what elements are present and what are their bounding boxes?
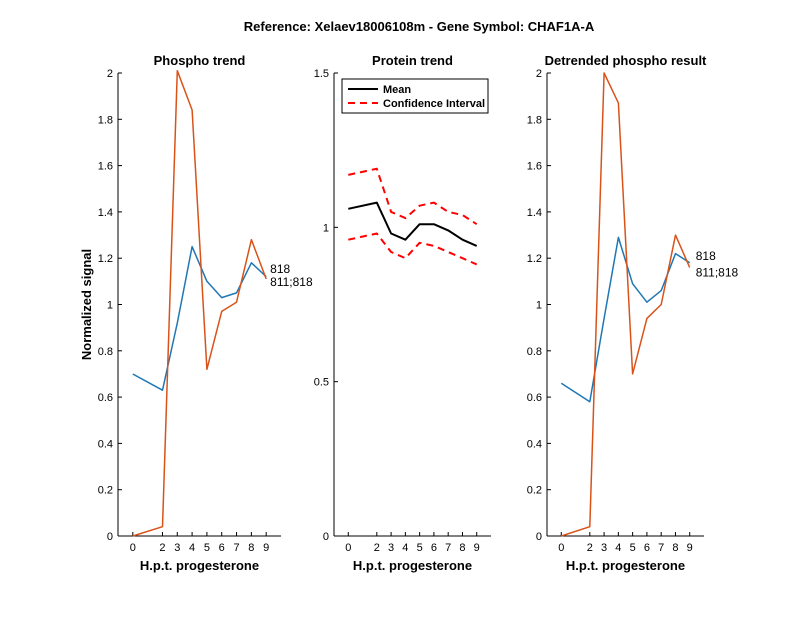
panel-title: Protein trend <box>372 53 453 68</box>
x-axis-label: H.p.t. progesterone <box>353 558 472 573</box>
figure-title: Reference: Xelaev18006108m - Gene Symbol… <box>244 19 595 34</box>
y-tick-label: 1.6 <box>98 161 113 173</box>
legend-entry-label: Mean <box>383 84 411 96</box>
x-tick-label: 6 <box>644 542 650 554</box>
x-tick-label: 3 <box>174 542 180 554</box>
y-tick-label: 1.8 <box>527 114 542 126</box>
y-tick-label: 0.6 <box>98 392 113 404</box>
series-line-1 <box>132 69 267 537</box>
y-tick-label: 0 <box>323 531 329 543</box>
legend-entry-label: Confidence Interval <box>383 98 485 110</box>
y-tick-label: 0.8 <box>98 346 113 358</box>
x-tick-label: 8 <box>459 542 465 554</box>
panel-phospho: 00.20.40.60.811.21.41.61.820 2 3 4 5 6 7 8 9Phos… <box>79 53 313 573</box>
x-tick-label: 0 <box>130 542 136 554</box>
x-tick-label: 2 <box>374 542 380 554</box>
x-tick-label: 7 <box>445 542 451 554</box>
x-tick-label: 5 <box>204 542 210 554</box>
y-tick-label: 0 <box>536 531 542 543</box>
x-tick-label: 7 <box>658 542 664 554</box>
y-tick-label: 0.4 <box>98 438 113 450</box>
x-tick-label: 5 <box>417 542 423 554</box>
x-tick-label: 8 <box>248 542 254 554</box>
y-tick-label: 1 <box>536 300 542 312</box>
x-tick-label: 4 <box>402 542 408 554</box>
x-tick-label: 7 <box>233 542 239 554</box>
panel-protein: 0 0.5 1 1.5 0 2 3 4 5 6 7 8 9 Protein trend H.p.t. pro… <box>314 53 491 573</box>
x-tick-label: 6 <box>219 542 225 554</box>
point-annotation: 811;818 <box>270 275 313 289</box>
point-annotation: 811;818 <box>696 265 739 279</box>
x-tick-label: 6 <box>431 542 437 554</box>
x-axis-label: H.p.t. progesterone <box>140 558 259 573</box>
x-tick-label: 0 <box>558 542 564 554</box>
panels: 00.20.40.60.811.21.41.61.820 2 3 4 5 6 7 8 9Phos… <box>79 53 739 573</box>
x-tick-label: 2 <box>159 542 165 554</box>
x-tick-label: 3 <box>601 542 607 554</box>
y-tick-label: 1 <box>323 222 329 234</box>
x-tick-label: 9 <box>263 542 269 554</box>
x-tick-label: 9 <box>687 542 693 554</box>
y-tick-label: 1.2 <box>527 253 542 265</box>
x-tick-label: 5 <box>630 542 636 554</box>
y-tick-label: 0.2 <box>98 485 113 497</box>
panel-detrended: 00.20.40.60.811.21.41.61.820 2 3 4 5 6 7 8 9Detr… <box>527 53 739 573</box>
x-tick-label: 9 <box>474 542 480 554</box>
x-tick-label: 3 <box>388 542 394 554</box>
y-tick-label: 0.4 <box>527 438 542 450</box>
y-axis-label: Normalized signal <box>79 249 94 360</box>
legend-box <box>341 78 489 114</box>
panel-title: Phospho trend <box>154 53 246 68</box>
legend: Mean Confidence Interval <box>341 78 489 114</box>
y-tick-label: 2 <box>107 68 113 80</box>
y-tick-label: 0.6 <box>527 392 542 404</box>
y-tick-label: 1.8 <box>98 114 113 126</box>
y-tick-label: 0.8 <box>527 346 542 358</box>
x-tick-label: 0 <box>345 542 351 554</box>
series-line-2 <box>348 232 478 266</box>
x-tick-label: 4 <box>189 542 195 554</box>
series-line-0 <box>132 245 267 391</box>
x-axis-label: H.p.t. progesterone <box>566 558 685 573</box>
y-tick-label: 0.5 <box>314 377 329 389</box>
y-tick-label: 1.4 <box>527 207 542 219</box>
y-tick-label: 1.6 <box>527 161 542 173</box>
y-tick-label: 0 <box>107 531 113 543</box>
x-tick-label: 4 <box>615 542 621 554</box>
series-line-0 <box>348 201 478 247</box>
x-tick-label: 8 <box>672 542 678 554</box>
y-tick-label: 1.2 <box>98 253 113 265</box>
y-tick-label: 1.4 <box>98 207 113 219</box>
point-annotation: 818 <box>270 262 290 276</box>
point-annotation: 818 <box>696 249 716 263</box>
y-tick-label: 0.2 <box>527 485 542 497</box>
panel-title: Detrended phospho result <box>545 53 707 68</box>
y-tick-label: 2 <box>536 68 542 80</box>
series-line-1 <box>561 72 691 537</box>
y-tick-label: 1 <box>107 300 113 312</box>
y-tick-label: 1.5 <box>314 68 329 80</box>
series-line-1 <box>348 167 478 226</box>
x-tick-label: 2 <box>587 542 593 554</box>
